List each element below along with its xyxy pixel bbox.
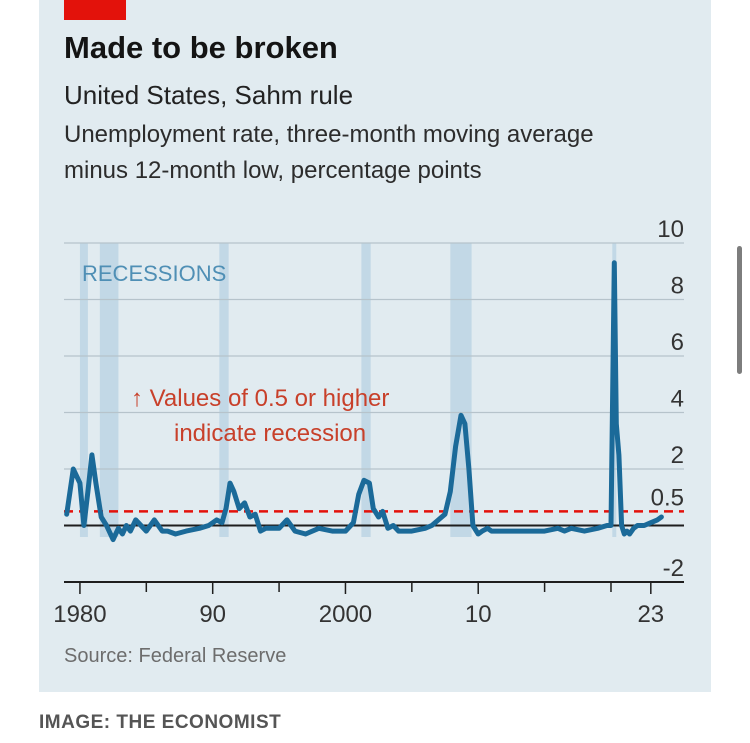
source-note: Source: Federal Reserve	[64, 645, 287, 667]
recession-band-0	[79, 243, 88, 537]
recession-band-3	[361, 243, 371, 537]
recession-band-2	[219, 243, 229, 537]
y-tick-label: 2	[671, 442, 684, 469]
y-axis-labels: 10 8 6 4 2 0.5 -2	[651, 216, 684, 582]
y-tick-label: 0.5	[651, 484, 684, 511]
recession-band-1	[99, 243, 119, 537]
description-line-2: minus 12-month low, percentage points	[64, 157, 482, 184]
y-tick-label: -2	[663, 555, 684, 582]
chart-description: Unemployment rate, three-month moving av…	[64, 117, 594, 189]
x-tick-label: 10	[465, 601, 492, 628]
annotation-line-1: ↑ Values of 0.5 or higher	[131, 385, 389, 412]
y-tick-label: 4	[671, 386, 684, 413]
y-tick-label: 8	[671, 273, 684, 300]
x-axis: 1980 90 2000 10 23	[53, 581, 684, 628]
x-tick-label: 2000	[319, 601, 372, 628]
chart-title: Made to be broken	[64, 30, 338, 65]
sahm-rule-line	[64, 260, 664, 543]
chart-card: Made to be broken United States, Sahm ru…	[39, 0, 711, 692]
chart-subtitle: United States, Sahm rule	[64, 80, 354, 110]
description-line-1: Unemployment rate, three-month moving av…	[64, 121, 594, 148]
annotation-line-2: indicate recession	[174, 420, 366, 447]
image-credit: IMAGE: THE ECONOMIST	[39, 712, 282, 733]
y-tick-label: 6	[671, 329, 684, 356]
sahm-rule-chart: 10 8 6 4 2 0.5 -2 1980 90 2000 10 23 RECESSIONS ↑ …	[53, 216, 684, 628]
x-tick-label: 23	[637, 601, 664, 628]
brand-red-tag	[64, 0, 126, 20]
gridlines	[64, 242, 684, 470]
x-tick-label: 1980	[53, 601, 106, 628]
y-tick-label: 10	[657, 216, 684, 243]
x-tick-label: 90	[199, 601, 226, 628]
recessions-label: RECESSIONS	[82, 261, 226, 286]
scrollbar-thumb[interactable]	[737, 246, 742, 374]
